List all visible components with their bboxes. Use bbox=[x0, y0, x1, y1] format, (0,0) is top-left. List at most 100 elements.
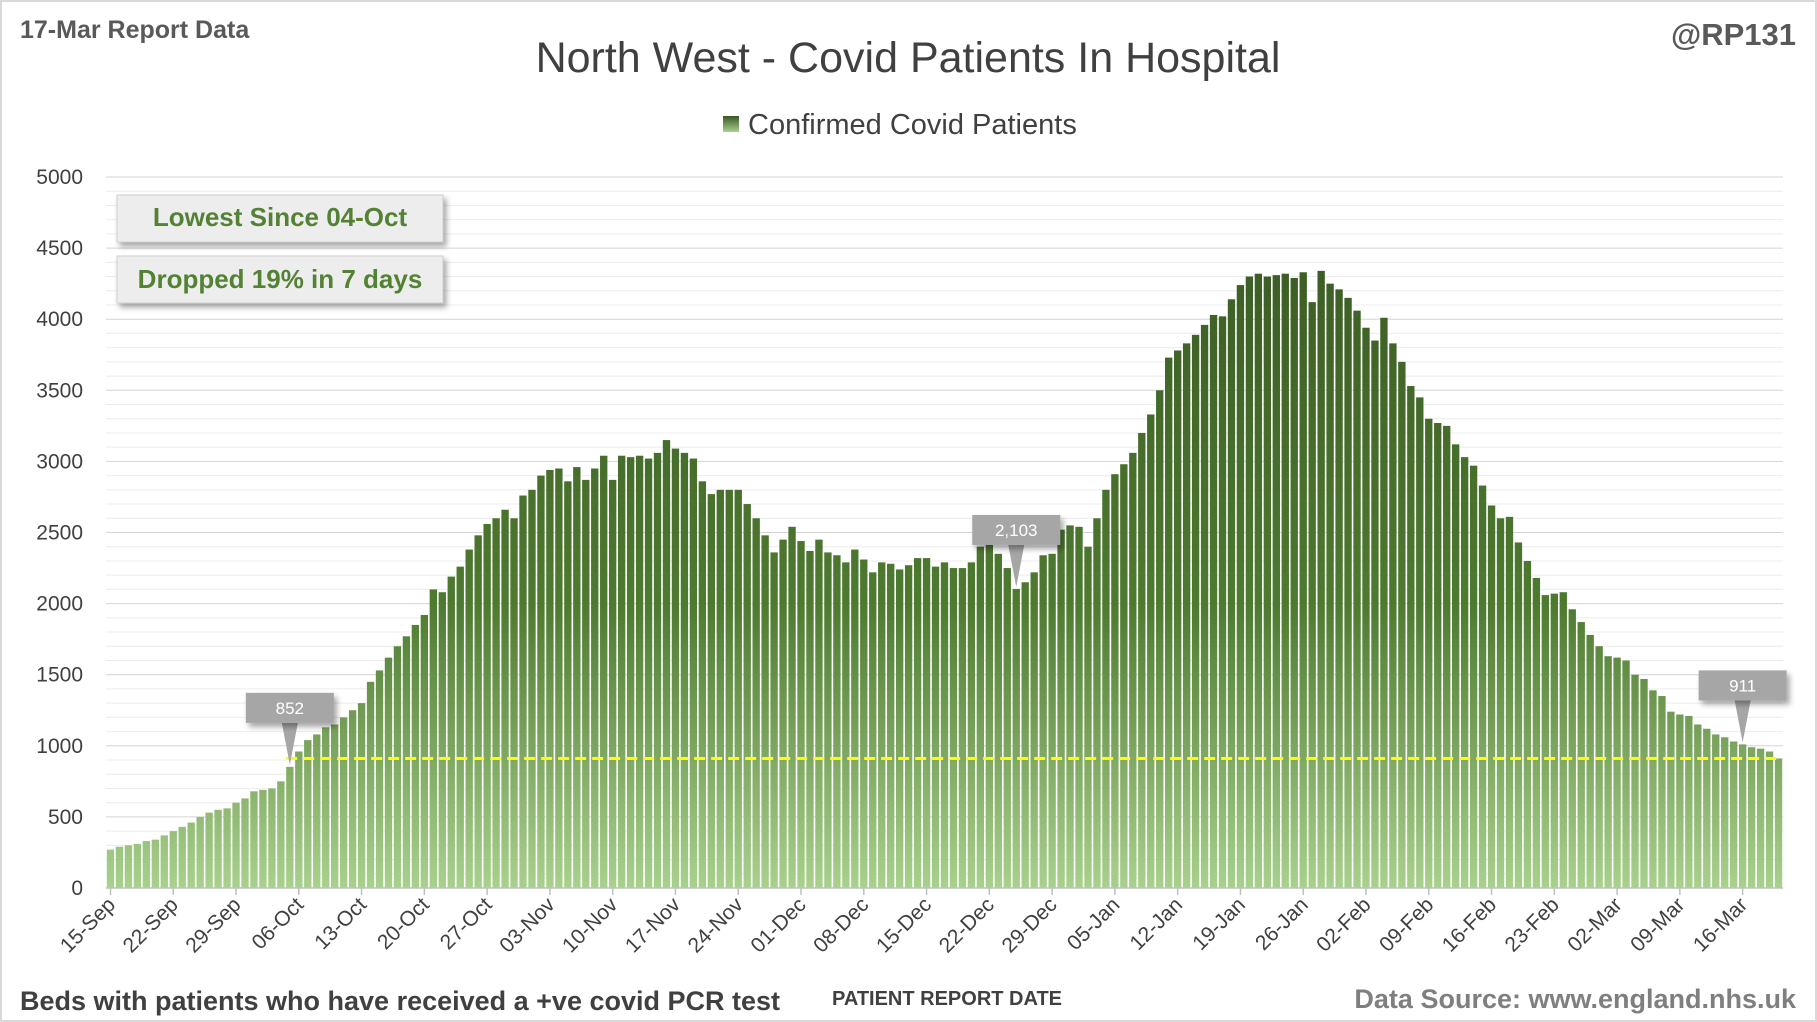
note-lowest-box bbox=[116, 194, 444, 243]
x-tick-label: 09-Feb bbox=[1375, 893, 1438, 956]
bar bbox=[124, 845, 133, 888]
bar bbox=[1281, 273, 1289, 888]
callout-box bbox=[972, 514, 1061, 545]
note-drop: Dropped 19% in 7 days bbox=[116, 255, 444, 304]
bar bbox=[1398, 361, 1406, 888]
bar bbox=[1093, 518, 1101, 888]
bar bbox=[1039, 555, 1047, 888]
bar bbox=[1469, 465, 1478, 888]
y-axis-ticks: 0 500 1000 1500 2000 2500 3000 3500 4000 4500 5000 bbox=[36, 166, 83, 900]
bar bbox=[1712, 734, 1720, 888]
y-tick-label: 3500 bbox=[36, 379, 83, 402]
x-axis-label: PATIENT REPORT DATE bbox=[832, 988, 1062, 1010]
bar bbox=[384, 657, 393, 888]
y-tick-label: 4000 bbox=[36, 308, 83, 331]
bar bbox=[842, 562, 850, 888]
bar bbox=[375, 670, 384, 888]
bar bbox=[1075, 526, 1083, 888]
bar bbox=[1523, 560, 1532, 888]
bar bbox=[1200, 324, 1209, 888]
x-tick-label: 19-Jan bbox=[1188, 893, 1250, 955]
y-tick-label: 2500 bbox=[36, 522, 83, 545]
bar bbox=[913, 558, 922, 888]
bar bbox=[797, 541, 805, 888]
x-tick-label: 26-Jan bbox=[1251, 893, 1313, 955]
y-tick-label: 0 bbox=[71, 877, 83, 900]
legend-swatch bbox=[723, 116, 739, 132]
bar bbox=[546, 469, 554, 888]
bar bbox=[402, 636, 411, 888]
bar bbox=[662, 440, 671, 888]
bar bbox=[1236, 285, 1245, 888]
bar bbox=[1586, 634, 1594, 888]
bar bbox=[626, 457, 635, 888]
bar bbox=[591, 468, 599, 888]
bar bbox=[214, 809, 222, 888]
x-tick-label: 02-Feb bbox=[1312, 893, 1375, 956]
bar bbox=[1290, 277, 1298, 889]
bar bbox=[1344, 297, 1352, 888]
legend-label: Confirmed Covid Patients bbox=[748, 109, 1077, 141]
bar bbox=[635, 455, 644, 888]
bar bbox=[1559, 592, 1567, 888]
x-tick-label: 15-Dec bbox=[872, 893, 936, 957]
bar bbox=[1084, 546, 1092, 888]
bar bbox=[1676, 714, 1684, 888]
bar bbox=[573, 467, 581, 888]
chart-title: North West - Covid Patients In Hospital bbox=[536, 34, 1281, 82]
bar bbox=[465, 549, 473, 888]
bar bbox=[1765, 751, 1774, 888]
bar bbox=[393, 646, 402, 888]
bar bbox=[1443, 425, 1451, 888]
bar bbox=[734, 489, 742, 888]
bar bbox=[1353, 310, 1361, 888]
x-tick-label: 17-Nov bbox=[621, 893, 685, 957]
bar bbox=[958, 568, 967, 888]
bar bbox=[1389, 343, 1397, 888]
bar bbox=[1667, 711, 1675, 888]
y-tick-label: 5000 bbox=[36, 166, 83, 189]
y-tick-label: 3000 bbox=[36, 450, 83, 473]
bar bbox=[348, 710, 357, 888]
bar bbox=[1658, 696, 1666, 888]
x-tick-label: 12-Jan bbox=[1126, 893, 1188, 955]
bar bbox=[698, 481, 707, 888]
bar bbox=[949, 568, 958, 888]
y-tick-label: 500 bbox=[48, 806, 83, 829]
bar bbox=[304, 740, 312, 888]
bar bbox=[1326, 283, 1334, 888]
x-tick-label: 01-Dec bbox=[746, 893, 810, 957]
x-tick-label: 06-Oct bbox=[248, 893, 309, 954]
bar bbox=[1460, 457, 1469, 888]
bar bbox=[537, 475, 545, 888]
bar bbox=[582, 479, 590, 888]
bar bbox=[1514, 542, 1523, 888]
bar bbox=[1021, 582, 1029, 888]
bar bbox=[1747, 747, 1756, 888]
bar bbox=[1738, 744, 1747, 888]
x-tick-label: 02-Mar bbox=[1563, 893, 1626, 956]
bar bbox=[268, 788, 276, 888]
bar bbox=[232, 802, 240, 888]
bar bbox=[1048, 553, 1056, 888]
bar bbox=[357, 703, 366, 888]
bar bbox=[869, 572, 877, 888]
bar bbox=[887, 563, 895, 888]
callout-label: 911 bbox=[1729, 676, 1756, 695]
bar bbox=[456, 566, 464, 888]
y-tick-label: 1000 bbox=[36, 735, 83, 758]
callout: 911 bbox=[1698, 670, 1787, 743]
bar bbox=[286, 766, 294, 888]
note-drop-box bbox=[116, 255, 444, 304]
bar bbox=[1191, 334, 1200, 889]
bar bbox=[438, 592, 446, 888]
bar bbox=[806, 550, 814, 888]
bar bbox=[1649, 690, 1657, 888]
bar bbox=[1138, 432, 1146, 888]
legend: Confirmed Covid Patients bbox=[723, 109, 1077, 141]
bar bbox=[609, 479, 617, 888]
bar bbox=[752, 518, 760, 888]
bar bbox=[1577, 622, 1585, 888]
